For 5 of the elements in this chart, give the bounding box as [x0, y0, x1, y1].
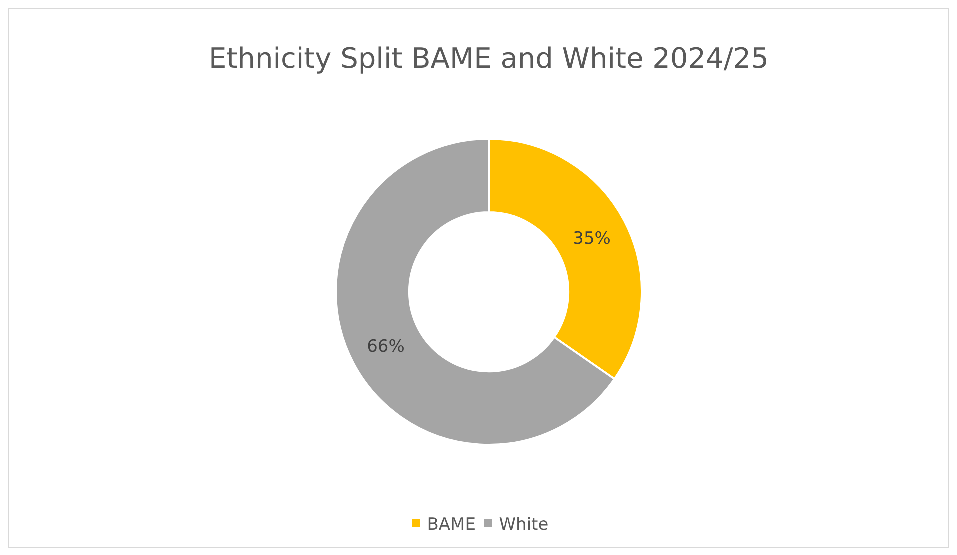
data-label: 35% — [573, 229, 611, 250]
data-label: 66% — [367, 336, 405, 357]
legend-label: BAME — [427, 514, 476, 535]
legend-label: White — [499, 514, 549, 535]
chart-title: Ethnicity Split BAME and White 2024/25 — [209, 42, 769, 75]
